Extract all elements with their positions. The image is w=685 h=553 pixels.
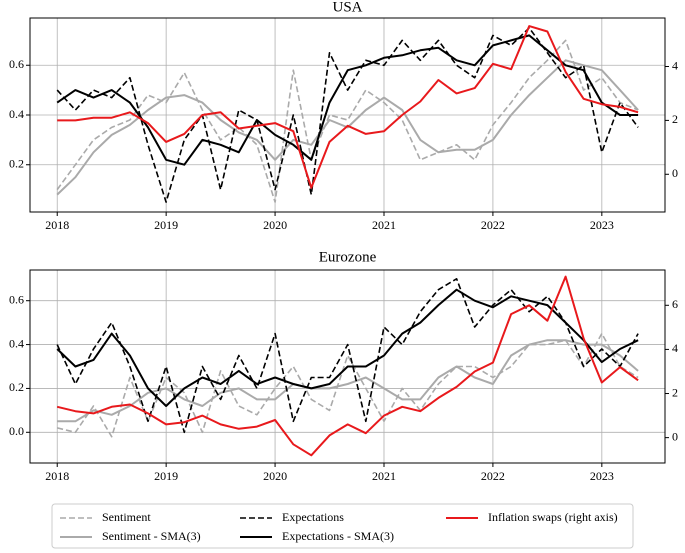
legend-label: Expectations <box>282 510 344 524</box>
y-tick-label: 0.2 <box>9 380 24 394</box>
series-line <box>56 278 639 434</box>
series-line <box>56 275 639 457</box>
chart-title: Eurozone <box>319 249 377 265</box>
series-line <box>56 27 639 203</box>
legend-label: Expectations - SMA(3) <box>282 529 394 543</box>
x-tick-label: 2019 <box>154 218 178 232</box>
series-line <box>56 39 639 203</box>
y2-tick-label: 0 <box>672 166 678 180</box>
x-tick-label: 2019 <box>154 469 178 483</box>
legend-label: Inflation swaps (right axis) <box>488 510 618 524</box>
legend-label: Sentiment - SMA(3) <box>102 529 201 543</box>
x-tick-label: 2018 <box>45 469 69 483</box>
x-tick-label: 2018 <box>45 218 69 232</box>
plot-frame <box>29 17 666 213</box>
y-tick-label: 0.4 <box>9 107 24 121</box>
legend-frame <box>51 503 634 549</box>
y2-tick-label: 2 <box>672 112 678 126</box>
y-tick-label: 0.0 <box>9 424 24 438</box>
chart-title: USA <box>332 0 362 15</box>
legend-label: Sentiment <box>102 510 151 524</box>
y2-tick-label: 0 <box>672 429 678 443</box>
x-tick-label: 2022 <box>481 218 505 232</box>
x-tick-label: 2020 <box>263 218 287 232</box>
y2-tick-label: 2 <box>672 385 678 399</box>
y-tick-label: 0.6 <box>9 57 24 71</box>
y2-tick-label: 4 <box>672 341 678 355</box>
x-tick-label: 2023 <box>590 218 614 232</box>
y2-tick-label: 6 <box>672 297 678 311</box>
series-line <box>57 339 639 423</box>
series-line <box>57 332 639 438</box>
y-tick-label: 0.6 <box>9 292 24 306</box>
series-line <box>56 34 639 166</box>
y-tick-label: 0.2 <box>9 156 24 170</box>
plot-frame <box>29 269 666 464</box>
series-line <box>56 59 639 196</box>
series-line <box>56 288 639 407</box>
x-tick-label: 2021 <box>372 469 396 483</box>
x-tick-label: 2023 <box>590 469 614 483</box>
x-tick-label: 2021 <box>372 218 396 232</box>
series-line <box>57 25 639 189</box>
x-tick-label: 2022 <box>481 469 505 483</box>
y-tick-label: 0.4 <box>9 336 24 350</box>
y2-tick-label: 4 <box>672 58 678 72</box>
x-tick-label: 2020 <box>263 469 287 483</box>
